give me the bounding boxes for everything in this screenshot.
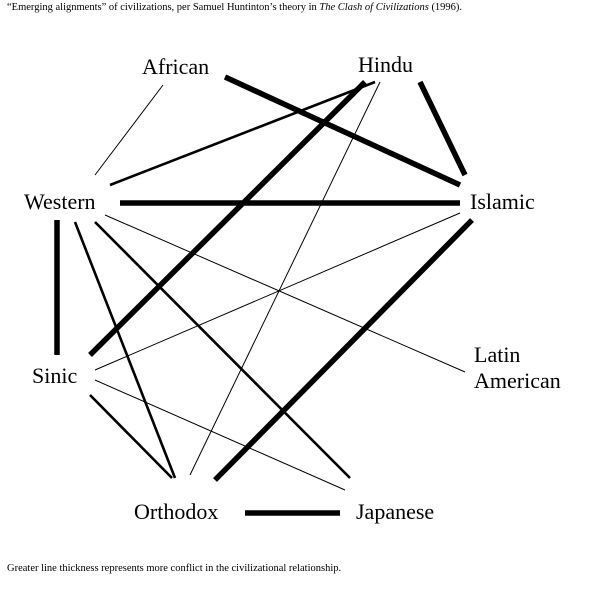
node-latin-american: Latin American [474, 342, 561, 394]
node-western: Western [24, 189, 96, 214]
caption-bottom: Greater line thickness represents more c… [7, 563, 342, 574]
edge-sinic-japanese [94, 379, 346, 491]
edge-african-islamic [223, 74, 462, 188]
node-hindu: Hindu [358, 52, 413, 77]
book-title: The Clash of Civilizations [319, 2, 429, 13]
edge-western-orthodox [73, 221, 177, 479]
caption-text: “Emerging alignments” of civilizations, … [7, 2, 320, 13]
edge-western-japanese [94, 221, 351, 479]
edge-hindu-orthodox [189, 81, 381, 476]
caption-top: “Emerging alignments” of civilizations, … [7, 2, 462, 13]
edge-african-western [94, 84, 164, 176]
caption-year: (1996). [428, 2, 463, 13]
node-orthodox: Orthodox [134, 499, 219, 524]
latin-line2: American [474, 368, 561, 393]
edge-hindu-sinic [88, 80, 367, 357]
node-african: African [142, 54, 210, 79]
edge-hindu-western [109, 80, 376, 187]
node-islamic: Islamic [470, 189, 535, 214]
node-sinic: Sinic [32, 363, 78, 388]
edge-western-latin-american [104, 214, 466, 373]
edge-sinic-orthodox [89, 394, 173, 479]
node-japanese: Japanese [356, 499, 435, 524]
edge-hindu-islamic [417, 80, 468, 177]
edge-islamic-sinic [94, 212, 461, 371]
latin-line1: Latin [474, 342, 521, 367]
edge-islamic-orthodox [213, 218, 474, 482]
